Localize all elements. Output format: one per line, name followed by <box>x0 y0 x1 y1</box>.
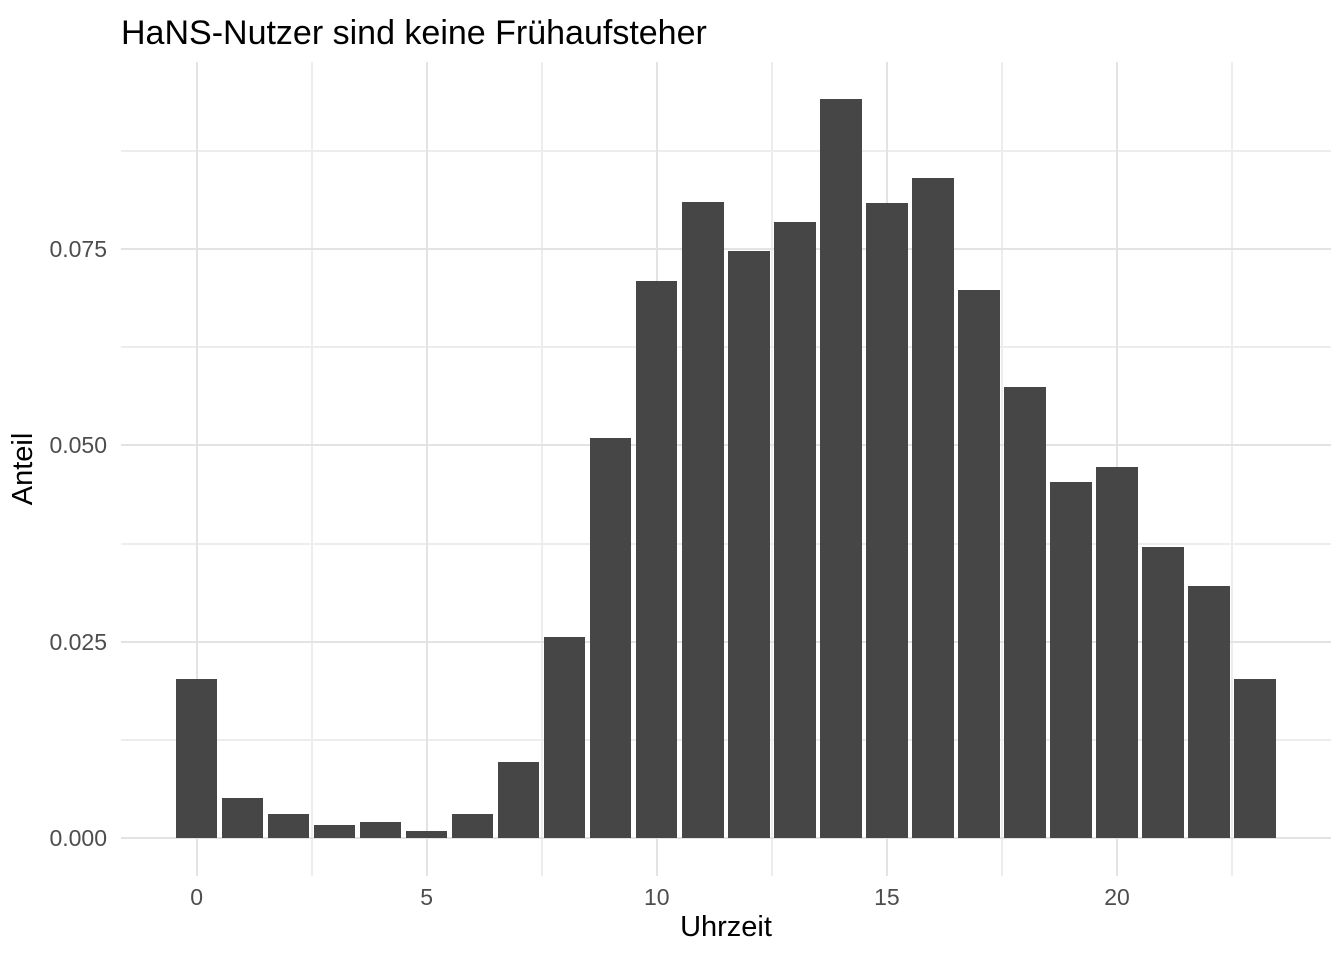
bar-hour-0 <box>175 678 218 838</box>
x-tick-label: 20 <box>1104 884 1130 910</box>
bar-hour-5 <box>405 830 448 838</box>
chart-title: HaNS-Nutzer sind keine Frühaufsteher <box>121 14 707 52</box>
bar-hour-4 <box>359 821 402 838</box>
bar-hour-2 <box>267 813 310 838</box>
x-grid-minor <box>310 62 313 876</box>
bar-hour-20 <box>1096 466 1138 838</box>
x-grid-minor <box>540 62 543 876</box>
x-tick-label: 15 <box>874 884 900 910</box>
y-grid-minor <box>121 738 1331 741</box>
bar-hour-9 <box>590 437 632 838</box>
bar-hour-19 <box>1050 482 1092 838</box>
bar-hour-8 <box>544 636 586 838</box>
x-axis-title: Uhrzeit <box>680 911 772 943</box>
bar-hour-17 <box>958 289 1000 838</box>
x-grid-minor <box>770 62 773 876</box>
bar-hour-11 <box>682 201 724 838</box>
y-grid-major <box>121 837 1331 839</box>
x-tick-label: 10 <box>644 884 670 910</box>
bar-hour-13 <box>774 222 816 838</box>
y-tick-label: 0.000 <box>49 825 107 851</box>
x-grid-minor <box>1000 62 1003 876</box>
bar-hour-21 <box>1142 547 1184 838</box>
bar-hour-10 <box>636 280 678 838</box>
x-grid-minor <box>1231 62 1234 876</box>
y-grid-minor <box>121 149 1331 152</box>
x-tick-label: 5 <box>420 884 434 910</box>
bar-hour-22 <box>1188 585 1230 838</box>
y-tick-label: 0.025 <box>49 628 107 655</box>
x-grid-major <box>195 62 198 876</box>
bar-hour-1 <box>221 797 264 838</box>
bar-hour-6 <box>452 813 494 838</box>
y-grid-major <box>121 248 1331 251</box>
bar-hour-14 <box>820 99 862 838</box>
y-grid-minor <box>121 346 1331 349</box>
bar-hour-12 <box>728 250 770 838</box>
bar-hour-16 <box>912 178 954 838</box>
y-tick-label: 0.050 <box>49 432 107 459</box>
x-grid-major <box>425 62 428 876</box>
plot-panel <box>121 62 1331 876</box>
y-grid-major <box>121 640 1331 643</box>
y-grid-minor <box>121 542 1331 545</box>
y-axis-title: Anteil <box>7 432 39 506</box>
bar-hour-23 <box>1234 678 1276 838</box>
bar-hour-18 <box>1004 386 1046 838</box>
bar-hour-15 <box>866 202 908 838</box>
y-tick-label: 0.075 <box>49 236 107 263</box>
y-grid-major <box>121 444 1331 447</box>
x-tick-label: 0 <box>190 884 203 910</box>
bar-hour-7 <box>498 761 540 838</box>
bar-hour-3 <box>313 824 356 838</box>
